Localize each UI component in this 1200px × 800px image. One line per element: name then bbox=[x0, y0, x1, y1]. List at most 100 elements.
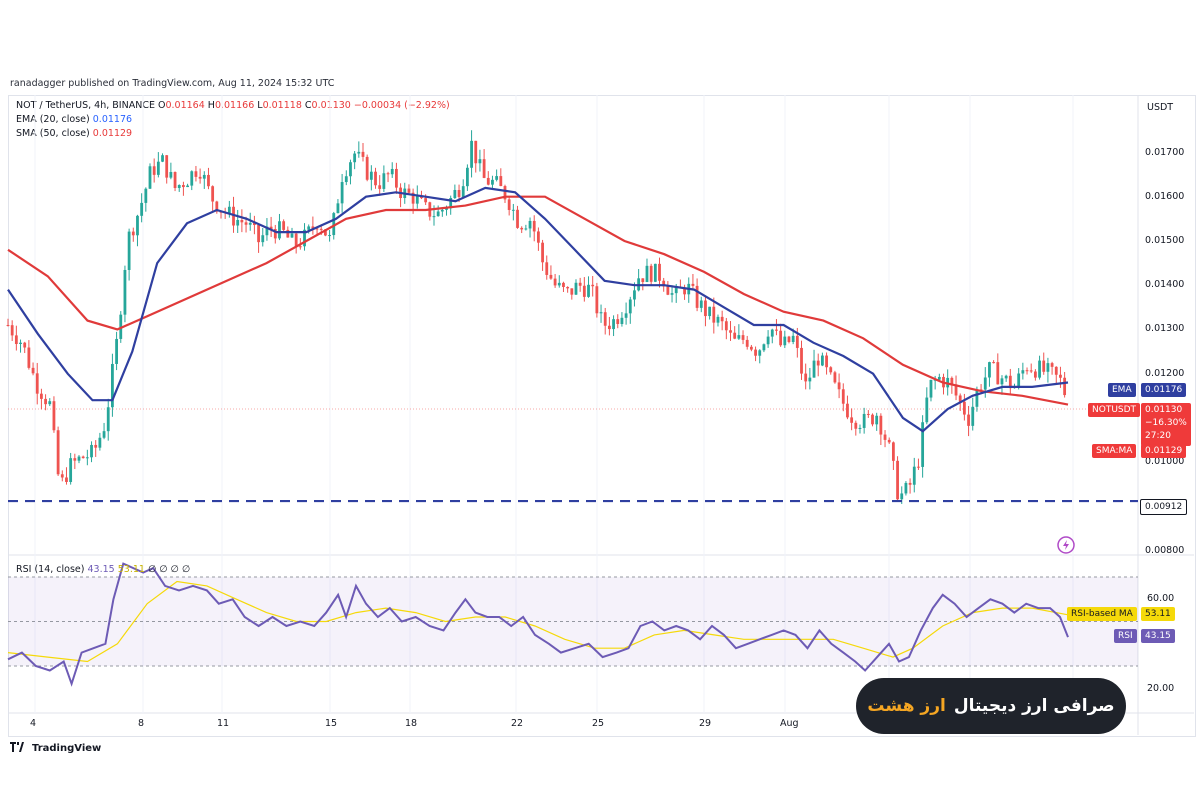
candle-body bbox=[775, 329, 778, 331]
candle-body bbox=[227, 206, 231, 213]
candle-body bbox=[173, 172, 177, 189]
ema-legend-label: EMA (20, close) bbox=[16, 114, 90, 125]
candle-body bbox=[1054, 366, 1058, 375]
publisher-line: ranadagger published on TradingView.com,… bbox=[10, 78, 335, 89]
candle-body bbox=[850, 417, 854, 423]
candle-body bbox=[445, 208, 448, 210]
candle-body bbox=[729, 330, 732, 333]
candle-body bbox=[950, 377, 954, 385]
tradingview-logo-icon bbox=[10, 742, 28, 755]
candle-body bbox=[971, 406, 975, 426]
candle-body bbox=[591, 284, 595, 287]
candle-body bbox=[73, 458, 77, 461]
rsi-tag-value: 43.15 bbox=[1141, 629, 1175, 643]
candle-body bbox=[653, 263, 657, 282]
candle-body bbox=[349, 162, 352, 177]
rsi-legend[interactable]: RSI (14, close) 43.15 53.11 ∅ ∅ ∅ ∅ bbox=[16, 564, 190, 575]
candle-body bbox=[557, 282, 561, 286]
candle-body bbox=[733, 332, 737, 339]
candle-body bbox=[357, 151, 361, 154]
rsi-tick-60: 60.00 bbox=[1147, 593, 1175, 604]
candle-body bbox=[841, 389, 845, 404]
candle-body bbox=[365, 156, 369, 180]
symbol-tag-box: 0.01130 −16.30% 27:20 bbox=[1141, 403, 1191, 446]
candle-body bbox=[182, 185, 185, 188]
candle-body bbox=[265, 226, 269, 236]
candle-body bbox=[311, 226, 315, 229]
chart-frame bbox=[8, 95, 1196, 737]
candle-body bbox=[165, 155, 169, 178]
candle-body bbox=[144, 188, 148, 203]
ema-legend[interactable]: EMA (20, close) 0.01176 bbox=[16, 114, 132, 125]
candle-body bbox=[516, 209, 519, 228]
candle-body bbox=[232, 206, 235, 226]
candle-body bbox=[31, 367, 35, 374]
candle-body bbox=[461, 186, 465, 197]
candle-body bbox=[48, 401, 52, 405]
candle-body bbox=[833, 372, 837, 383]
candle-body bbox=[282, 221, 286, 230]
candle-body bbox=[988, 362, 991, 378]
candle-body bbox=[962, 401, 966, 415]
candle-body bbox=[900, 493, 904, 500]
price-tick: 0.01600 bbox=[1145, 190, 1185, 202]
candle-body bbox=[511, 209, 515, 211]
candle-body bbox=[482, 159, 486, 178]
flash-icon[interactable] bbox=[1057, 536, 1075, 554]
candle-body bbox=[336, 203, 340, 214]
candle-body bbox=[887, 439, 891, 443]
price-tick: 0.01200 bbox=[1145, 367, 1185, 379]
candle-body bbox=[315, 228, 319, 230]
candle-body bbox=[269, 226, 273, 230]
candle-body bbox=[248, 222, 252, 225]
candle-body bbox=[324, 229, 327, 236]
tradingview-logo[interactable]: TradingView bbox=[10, 742, 101, 755]
candle-body bbox=[758, 350, 762, 356]
candle-body bbox=[190, 171, 194, 186]
candle-body bbox=[303, 229, 306, 247]
ema-tag-value: 0.01176 bbox=[1141, 383, 1187, 397]
candle-body bbox=[904, 482, 908, 494]
ohlc-close: C0.01130 bbox=[304, 100, 351, 111]
candle-body bbox=[1017, 373, 1021, 387]
candle-body bbox=[60, 474, 64, 478]
candle-body bbox=[975, 389, 979, 407]
candle-body bbox=[628, 299, 632, 314]
candle-body bbox=[424, 198, 428, 203]
rsi-tag-name: RSI bbox=[1114, 629, 1137, 643]
candle-body bbox=[624, 313, 628, 318]
brand-accent: ارز هشت bbox=[867, 696, 946, 716]
candle-body bbox=[257, 225, 260, 243]
candle-body bbox=[791, 335, 795, 342]
sma-tag-name: SMA:MA bbox=[1092, 444, 1137, 458]
candle-body bbox=[328, 235, 331, 237]
candle-body bbox=[1029, 370, 1033, 372]
ohlc-high: H0.01166 bbox=[207, 100, 255, 111]
candle-body bbox=[875, 415, 879, 425]
time-tick: Aug bbox=[780, 718, 799, 729]
candle-body bbox=[599, 312, 603, 314]
candle-body bbox=[90, 444, 93, 458]
time-tick: 15 bbox=[325, 718, 338, 729]
candle-body bbox=[620, 317, 624, 324]
candle-body bbox=[127, 231, 131, 270]
candle-body bbox=[499, 176, 503, 187]
sma-legend[interactable]: SMA (50, close) 0.01129 bbox=[16, 128, 132, 139]
time-tick: 8 bbox=[138, 718, 145, 729]
rsi-legend-ma-value: 53.11 bbox=[117, 564, 145, 575]
candle-body bbox=[69, 458, 73, 482]
candle-body bbox=[35, 373, 39, 394]
candle-body bbox=[65, 477, 68, 482]
candle-body bbox=[1042, 360, 1046, 372]
candle-body bbox=[862, 413, 866, 428]
candle-body bbox=[820, 355, 824, 366]
symbol-tag-timer: 27:20 bbox=[1145, 431, 1171, 441]
rsi-tick-20: 20.00 bbox=[1147, 683, 1175, 694]
candle-body bbox=[361, 151, 365, 157]
candle-body bbox=[102, 431, 106, 438]
candle-body bbox=[787, 336, 791, 342]
candle-body bbox=[896, 460, 899, 500]
rsi-legend-label: RSI (14, close) bbox=[16, 564, 85, 575]
candle-body bbox=[1025, 370, 1029, 372]
